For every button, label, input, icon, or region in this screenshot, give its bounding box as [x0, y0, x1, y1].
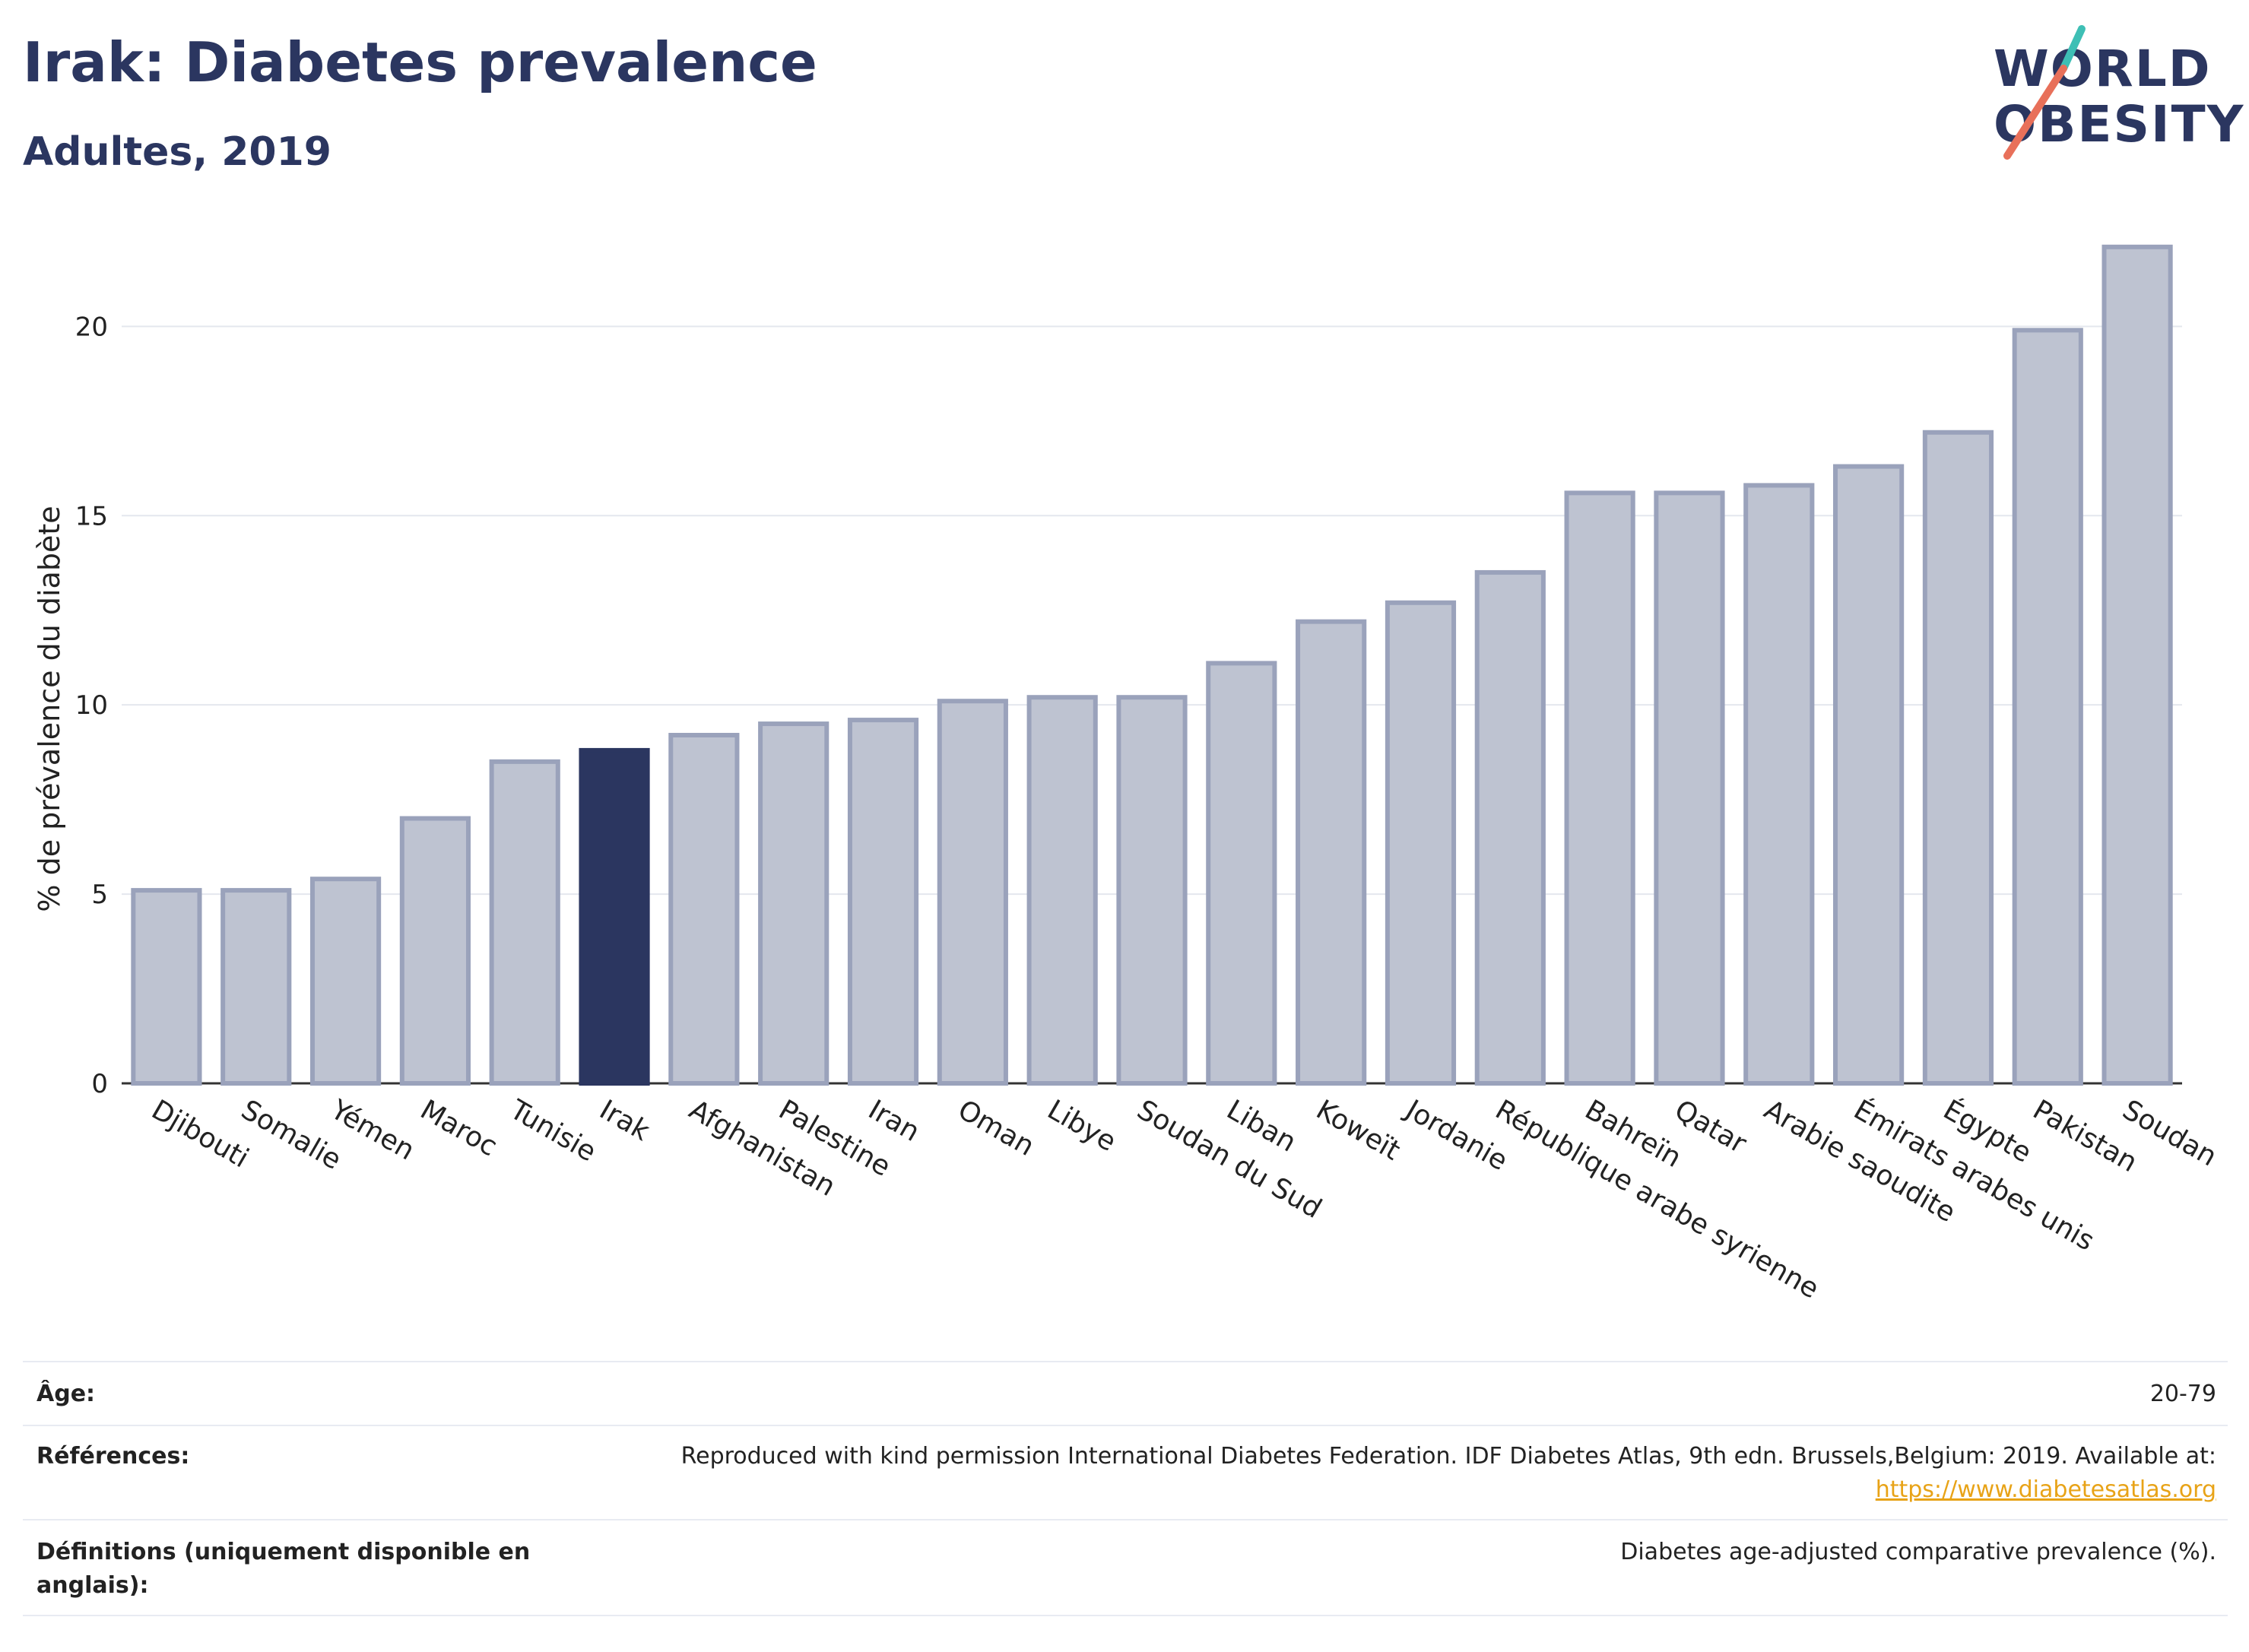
bar-koweït[interactable]	[1296, 619, 1367, 1086]
bar-libye[interactable]	[1026, 695, 1098, 1086]
references-link[interactable]: https://www.diabetesatlas.org	[1875, 1476, 2216, 1503]
bar-égypte[interactable]	[1922, 430, 1994, 1086]
bar-irak[interactable]	[579, 747, 650, 1086]
age-label: Âge:	[36, 1381, 96, 1407]
bar-djibouti[interactable]	[131, 888, 202, 1086]
y-axis-label: % de prévalence du diabète	[33, 506, 66, 912]
page-title: Irak: Diabetes prevalence	[23, 30, 817, 94]
bar-qatar[interactable]	[1654, 490, 1725, 1086]
x-tick-label: Oman	[953, 1094, 1039, 1162]
references-value: Reproduced with kind permission Internat…	[582, 1440, 2216, 1507]
bar-arabie-saoudite[interactable]	[1743, 483, 1815, 1086]
x-tick-label: Tunisie	[504, 1094, 601, 1168]
x-tick-label: Jordanie	[1399, 1093, 1512, 1177]
logo-slash-icon	[2003, 25, 2086, 160]
bar-palestine[interactable]	[758, 721, 829, 1086]
y-tick-label: 20	[75, 312, 108, 342]
logo-line-2: OBESITY	[1994, 95, 2245, 154]
bar-iran[interactable]	[847, 718, 919, 1086]
definitions-value: Diabetes age-adjusted comparative preval…	[1620, 1539, 2216, 1565]
bar-soudan[interactable]	[2101, 244, 2173, 1086]
bar-liban[interactable]	[1206, 661, 1277, 1086]
x-tick-label: Libye	[1042, 1094, 1121, 1158]
bar-afghanistan[interactable]	[668, 733, 740, 1086]
y-tick-label: 0	[91, 1069, 108, 1099]
references-text: Reproduced with kind permission Internat…	[680, 1443, 2216, 1470]
page-subtitle: Adultes, 2019	[23, 129, 331, 175]
x-tick-label: Iran	[863, 1094, 925, 1148]
x-tick-label: Maroc	[415, 1094, 503, 1162]
y-tick-label: 10	[75, 690, 108, 721]
info-row-references: Références: Reproduced with kind permiss…	[23, 1425, 2228, 1520]
definitions-label: Définitions (uniquement disponible en an…	[36, 1539, 531, 1599]
info-row-age: Âge: 20-79	[23, 1361, 2228, 1426]
x-tick-label: Djibouti	[146, 1094, 253, 1174]
info-row-definitions: Définitions (uniquement disponible en an…	[23, 1519, 2228, 1616]
x-tick-label: Somalie	[236, 1094, 346, 1176]
age-value: 20-79	[2149, 1381, 2216, 1407]
x-tick-label: Koweït	[1311, 1094, 1405, 1166]
references-label: Références:	[36, 1443, 190, 1470]
logo-line-1: WORLD	[1994, 40, 2212, 98]
bar-tunisie[interactable]	[489, 759, 560, 1086]
bar-oman[interactable]	[937, 699, 1008, 1086]
bar-république-arabe-syrienne[interactable]	[1474, 569, 1546, 1086]
bar-somalie[interactable]	[220, 888, 292, 1086]
y-tick-label: 5	[91, 880, 108, 910]
bar-bahreïn[interactable]	[1564, 490, 1635, 1086]
bar-jordanie[interactable]	[1385, 600, 1457, 1086]
bar-maroc[interactable]	[399, 816, 471, 1086]
bar-émirats-arabes-unis[interactable]	[1833, 464, 1905, 1086]
x-tick-label: Irak	[595, 1094, 655, 1147]
world-obesity-logo[interactable]: WORLD OBESITY	[1984, 23, 2243, 160]
bar-pakistan[interactable]	[2012, 328, 2083, 1086]
bar-soudan-du-sud[interactable]	[1116, 695, 1188, 1086]
y-tick-label: 15	[75, 501, 108, 531]
bar-yémen[interactable]	[309, 877, 382, 1086]
